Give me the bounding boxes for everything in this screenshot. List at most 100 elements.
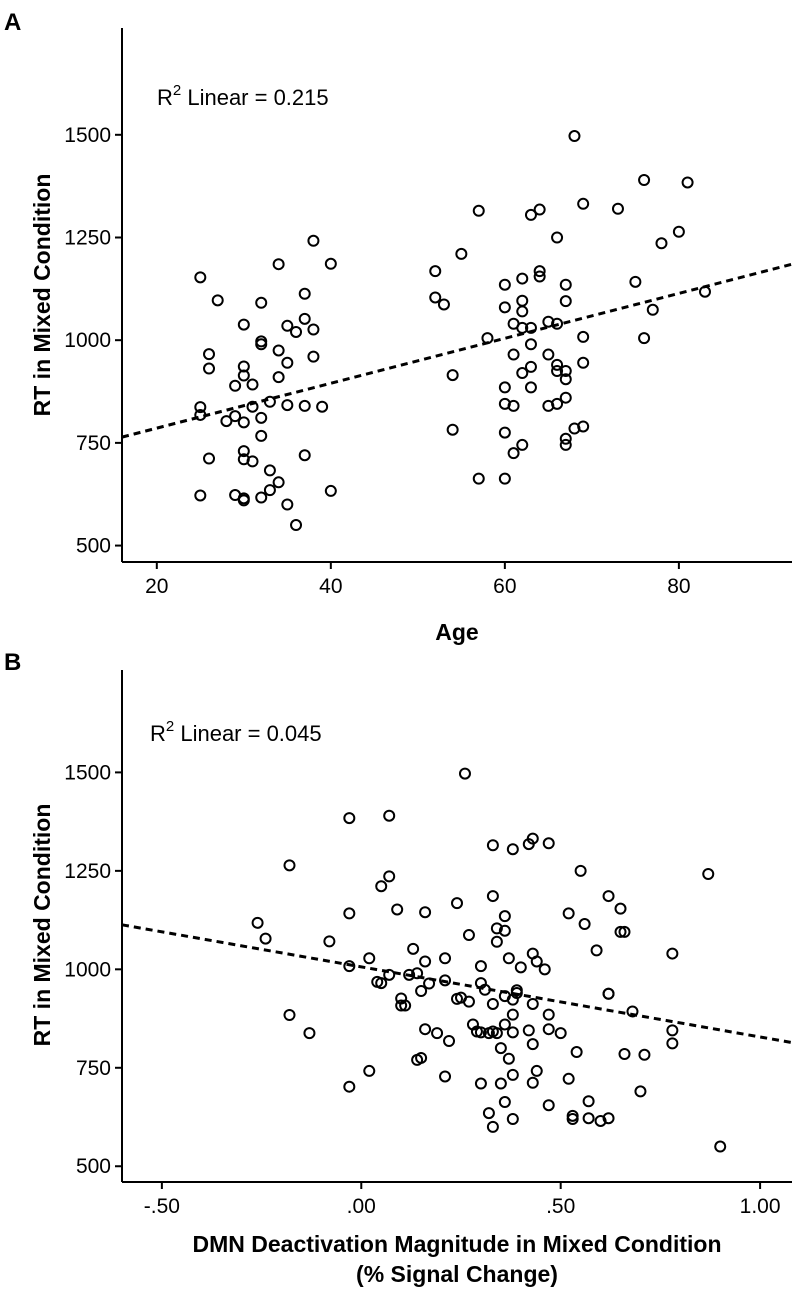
panel-b-data-point bbox=[582, 1112, 595, 1125]
panel-a-data-point bbox=[551, 397, 564, 410]
panel-a-data-point bbox=[516, 294, 529, 307]
panel-a-data-point bbox=[559, 391, 572, 404]
panel-b-data-point bbox=[506, 1008, 519, 1021]
panel-a-data-point bbox=[298, 312, 311, 325]
panel-b: B 500 750 1000 1250 1500 -.50 .00 .50 1.00 R2 Li… bbox=[4, 649, 793, 1287]
panel-a-data-point bbox=[498, 472, 511, 485]
panel-a-data-point bbox=[646, 303, 659, 316]
panel-b-data-point bbox=[638, 1048, 651, 1061]
panel-a-data-point bbox=[533, 270, 546, 283]
panel-a-data-point bbox=[559, 278, 572, 291]
panel-b-data-point bbox=[474, 1077, 487, 1090]
panel-b-data-point bbox=[594, 1114, 607, 1127]
panel-a-y-tick-label: 1250 bbox=[64, 226, 111, 249]
panel-a-data-point bbox=[237, 445, 250, 458]
panel-a-data-point bbox=[577, 420, 590, 433]
panel-a-data-point bbox=[298, 449, 311, 462]
panel-b-data-point bbox=[363, 952, 376, 965]
panel-a-data-point bbox=[455, 247, 468, 260]
panel-b-y-tick-label: 1250 bbox=[64, 860, 111, 883]
panel-a-data-point bbox=[307, 350, 320, 363]
panel-a-data-point bbox=[481, 332, 494, 345]
panel-b-data-point bbox=[431, 1027, 444, 1040]
panel-a-data-point bbox=[255, 429, 268, 442]
panel-a-data-point bbox=[324, 257, 337, 270]
panel-a-data-point bbox=[507, 348, 520, 361]
panel-b-data-point bbox=[383, 809, 396, 822]
panel-b-data-point bbox=[375, 977, 388, 990]
panel-b-x-tick-label: 1.00 bbox=[740, 1195, 781, 1218]
panel-b-data-point bbox=[283, 859, 296, 872]
panel-b-x-tick-label: .00 bbox=[347, 1195, 376, 1218]
panel-a-data-point bbox=[551, 364, 564, 377]
panel-b-data-point bbox=[554, 1027, 567, 1040]
panel-b-data-point bbox=[526, 1076, 539, 1089]
panel-a-x-tick-label: 40 bbox=[319, 575, 342, 598]
panel-b-data-point bbox=[506, 1026, 519, 1039]
panel-b-x-tick-label: .50 bbox=[546, 1195, 575, 1218]
panel-b-x-tick-label: -.50 bbox=[144, 1195, 180, 1218]
panel-a-data-point bbox=[255, 491, 268, 504]
panel-a-data-point bbox=[655, 237, 668, 250]
panel-a-y-tick-label: 750 bbox=[76, 432, 111, 455]
panel-b-data-point bbox=[542, 1008, 555, 1021]
panel-b-data-point bbox=[478, 983, 491, 996]
panel-b-y-tick-label: 1500 bbox=[64, 761, 111, 784]
panel-a-data-point bbox=[524, 208, 537, 221]
panel-a-data-point bbox=[498, 278, 511, 291]
panel-a-r2-annotation: R2 Linear = 0.215 bbox=[157, 82, 329, 110]
panel-a-data-point bbox=[255, 296, 268, 309]
panel-b-data-point bbox=[462, 995, 475, 1008]
panel-b-x-axis-title-line2: (% Signal Change) bbox=[356, 1261, 558, 1287]
panel-b-data-point bbox=[530, 955, 543, 968]
panel-a-data-point bbox=[524, 338, 537, 351]
panel-a-y-tick-label: 1500 bbox=[64, 124, 111, 147]
panel-b-data-point bbox=[363, 1064, 376, 1077]
panel-a-data-point bbox=[568, 130, 581, 143]
panel-a-data-point bbox=[577, 356, 590, 369]
panel-b-data-point bbox=[526, 1038, 539, 1051]
panel-a-data-point bbox=[272, 371, 285, 384]
panel-a: A 500 750 1000 1250 1500 20 40 60 80 R2 Linear =… bbox=[4, 9, 793, 645]
panel-a-data-point bbox=[237, 369, 250, 382]
panel-a-data-point bbox=[237, 494, 250, 507]
panel-b-data-point bbox=[626, 1005, 639, 1018]
panel-b-data-point bbox=[494, 1042, 507, 1055]
panel-a-data-point bbox=[290, 519, 303, 532]
panel-b-data-point bbox=[343, 1080, 356, 1093]
panel-b-data-point bbox=[498, 1096, 511, 1109]
panel-a-data-point bbox=[559, 364, 572, 377]
panel-b-data-point bbox=[486, 839, 499, 852]
panel-b-data-point bbox=[570, 1046, 583, 1059]
panel-b-data-point bbox=[375, 880, 388, 893]
panel-a-data-point bbox=[507, 399, 520, 412]
panel-a-data-point bbox=[203, 452, 216, 465]
panel-b-data-point bbox=[407, 942, 420, 955]
panel-b-data-point bbox=[498, 910, 511, 923]
panel-b-y-tick-label: 500 bbox=[76, 1155, 111, 1178]
panel-b-data-point bbox=[486, 1120, 499, 1133]
panel-b-r2-annotation: R2 Linear = 0.045 bbox=[150, 718, 322, 746]
panel-a-axes bbox=[121, 28, 792, 563]
panel-a-data-point bbox=[516, 272, 529, 285]
panel-a-data-point bbox=[281, 356, 294, 369]
panel-a-data-point bbox=[551, 317, 564, 330]
panel-a-data-point bbox=[307, 234, 320, 247]
panel-b-data-point bbox=[251, 916, 264, 929]
panel-b-data-point bbox=[462, 929, 475, 942]
panel-b-data-point bbox=[343, 907, 356, 920]
panel-a-data-point bbox=[263, 395, 276, 408]
panel-b-data-point bbox=[582, 1095, 595, 1108]
panel-a-data-point bbox=[429, 265, 442, 278]
panel-b-data-point bbox=[343, 812, 356, 825]
panel-b-y-tick-label: 750 bbox=[76, 1057, 111, 1080]
panel-a-data-point bbox=[577, 330, 590, 343]
panel-b-data-point bbox=[419, 1023, 432, 1036]
panel-a-x-tick-label: 20 bbox=[145, 575, 168, 598]
panel-a-data-point bbox=[524, 381, 537, 394]
panel-b-data-point bbox=[602, 1112, 615, 1125]
panel-a-data-point bbox=[577, 197, 590, 210]
panel-b-data-point bbox=[502, 1052, 515, 1065]
panel-b-fit-group bbox=[121, 923, 793, 1045]
